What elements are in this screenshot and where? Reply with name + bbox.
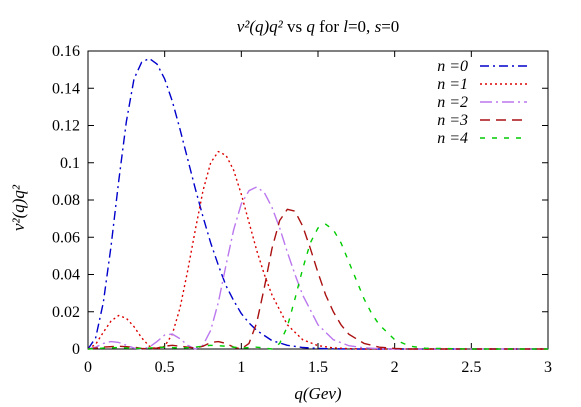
y-axis-title: v²(q)q² [9,184,28,231]
x-tick-label: 2.5 [461,359,481,376]
y-tick-label: 0.06 [52,229,80,246]
y-tick-label: 0.04 [52,267,80,284]
x-tick-label: 1.5 [308,359,328,376]
series-line-n4 [87,223,548,350]
y-tick-label: 0 [72,341,80,358]
x-axis-title: q(Gev) [294,384,342,403]
axes: 0 0.5 1 1.5 2 2.5 3 0 0.02 0.04 0.06 0.08 0.1 0.12 0.1… [52,43,552,376]
legend-label-n0: n =0 [437,58,468,75]
x-tick-label: 1 [237,359,245,376]
chart-title-l: l [343,17,348,36]
series-line-n2 [87,186,548,350]
series-lines [87,57,548,350]
y-tick-label: 0.12 [52,118,80,135]
series-line-n3 [87,208,548,350]
x-tick-label: 0.5 [155,359,175,376]
x-tick-label: 3 [544,359,552,376]
chart-title-s-val: =0 [381,17,399,36]
chart-title-expr: v²(q)q² [237,17,284,36]
legend-label-n2: n =2 [437,94,468,111]
legend-label-n3: n =3 [437,112,468,129]
y-tick-label: 0.14 [52,80,80,97]
x-tick-label: 2 [391,359,399,376]
chart-title: v²(q)q² vs q for l=0, s=0 [237,17,400,36]
series-line-n1 [87,150,548,350]
chart-title-vs: vs [283,17,307,36]
series-line-n0 [87,57,548,350]
plot-frame [87,50,549,350]
y-tick-label: 0.16 [52,43,80,60]
y-tick-label: 0.1 [60,155,80,172]
legend: n =0n =1n =2n =3n =4 [437,58,527,147]
chart-title-s: s [375,17,382,36]
legend-label-n4: n =4 [437,130,468,147]
legend-label-n1: n =1 [437,76,468,93]
chart-title-q: q [306,17,315,36]
x-tick-label: 0 [84,359,92,376]
chart-title-for: for [315,17,343,36]
y-tick-label: 0.08 [52,192,80,209]
chart-title-l-val: =0, [348,17,375,36]
y-tick-label: 0.02 [52,304,80,321]
